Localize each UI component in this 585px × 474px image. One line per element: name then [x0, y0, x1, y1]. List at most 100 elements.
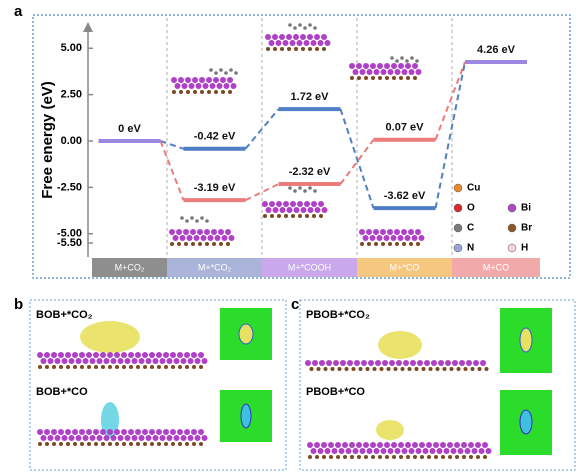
atom [400, 56, 404, 60]
atom [359, 229, 365, 235]
atom [385, 76, 389, 80]
atom [311, 201, 317, 207]
atom [152, 435, 159, 441]
atom [362, 235, 369, 241]
atom [395, 242, 399, 246]
atom [131, 435, 138, 441]
atom [413, 455, 417, 459]
atom [185, 77, 191, 83]
value-label: 0.07 eV [386, 122, 425, 134]
atom [464, 448, 471, 454]
x-tick-label: M+*CO₂ [198, 262, 232, 272]
atom [350, 455, 354, 459]
category-band [262, 258, 357, 277]
atom [192, 365, 196, 369]
atom [305, 360, 311, 366]
atom [209, 68, 213, 72]
value-label: 0 eV [118, 123, 141, 135]
atom [366, 69, 373, 75]
y-axis-label: Free energy (eV) [39, 81, 56, 199]
atom [308, 455, 312, 459]
atom [178, 77, 184, 83]
atom [272, 207, 279, 213]
atom [59, 365, 63, 369]
atom [337, 367, 342, 371]
atom [44, 352, 50, 358]
atom [436, 448, 443, 454]
atom [382, 360, 388, 366]
atom [385, 455, 389, 459]
atom [66, 365, 70, 369]
atom [293, 189, 297, 193]
atom [371, 455, 375, 459]
atom [150, 442, 154, 446]
atom [307, 442, 313, 448]
atom [156, 352, 162, 358]
atom [198, 242, 202, 246]
atom [164, 442, 168, 446]
atom [290, 201, 296, 207]
atom [219, 68, 223, 72]
category-band [357, 258, 452, 277]
atom [323, 367, 328, 371]
atom [157, 442, 161, 446]
legend-swatch [453, 183, 463, 193]
atom [415, 69, 422, 75]
atom [319, 214, 323, 218]
legend-label: Bi [521, 203, 531, 214]
atom [149, 429, 155, 435]
atom [314, 442, 320, 448]
caption: PBOB+*CO₂ [306, 309, 370, 321]
atom [185, 365, 189, 369]
atom [108, 442, 112, 446]
atom [449, 367, 454, 371]
charge-blob [80, 321, 140, 353]
atom [344, 367, 349, 371]
atom [398, 442, 404, 448]
atom [318, 201, 324, 207]
atom [345, 448, 352, 454]
atom [287, 47, 291, 51]
atom [107, 429, 113, 435]
atom [268, 40, 275, 46]
atom [442, 367, 447, 371]
charge-blob [376, 420, 404, 440]
atom [142, 352, 148, 358]
atom [115, 442, 119, 446]
atom [471, 448, 478, 454]
atom [322, 455, 326, 459]
atom [207, 235, 214, 241]
atom [75, 358, 82, 364]
atom [383, 235, 390, 241]
atom [199, 365, 203, 369]
atom [145, 358, 152, 364]
atom [163, 429, 169, 435]
atom [214, 235, 221, 241]
atom [75, 435, 82, 441]
atom [312, 214, 316, 218]
atom [219, 242, 223, 246]
atom [272, 34, 278, 40]
atom [192, 77, 198, 83]
category-band [92, 258, 167, 277]
atom [457, 448, 464, 454]
atom [357, 76, 361, 80]
atom [416, 242, 420, 246]
atom [482, 442, 488, 448]
atom [59, 442, 63, 446]
atom [87, 365, 91, 369]
atom [429, 448, 436, 454]
atom [101, 365, 105, 369]
atom [197, 229, 203, 235]
atom [265, 207, 272, 213]
atom [230, 83, 237, 89]
atom [38, 365, 42, 369]
atom [316, 367, 321, 371]
legend-swatch [507, 223, 517, 233]
atom [72, 352, 78, 358]
atom [293, 34, 299, 40]
atom [456, 367, 461, 371]
atom [54, 435, 61, 441]
atom [419, 442, 425, 448]
atom [199, 77, 205, 83]
